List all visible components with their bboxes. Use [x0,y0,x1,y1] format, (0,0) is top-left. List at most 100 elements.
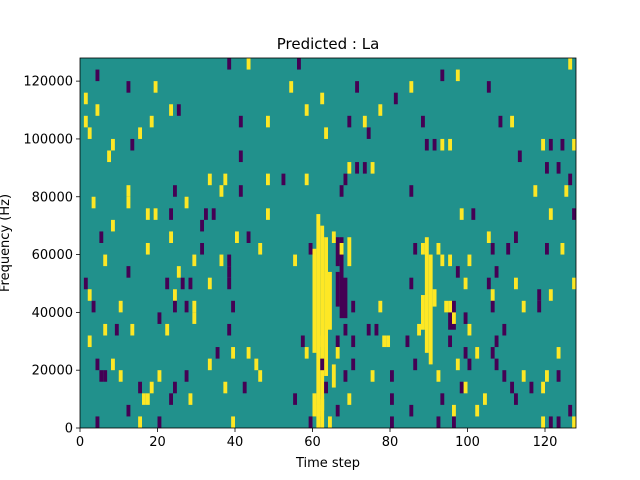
heatmap-cell [91,196,96,209]
heatmap-cell [424,138,429,151]
heatmap-cell [335,347,340,359]
heatmap-cell [130,323,135,336]
heatmap-cell [514,393,518,405]
heatmap-cell [219,185,224,197]
heatmap-cell [126,266,131,278]
heatmap-cell [184,300,189,313]
x-tick-label: 0 [76,435,84,450]
heatmap-cell [568,404,573,417]
heatmap-cell [475,404,480,417]
heatmap-cell [188,277,193,290]
heatmap-cell [366,127,371,139]
heatmap-cell [556,162,561,174]
heatmap-cell [130,138,135,151]
heatmap-cell [409,404,414,417]
heatmap-cell [355,81,360,93]
heatmap-cell [87,127,92,139]
heatmap-streak [335,237,340,267]
heatmap-cell [378,104,383,116]
x-tick-label: 60 [304,435,321,450]
heatmap-cell [568,173,573,186]
heatmap-cell [440,254,445,267]
heatmap-streak [335,271,340,307]
heatmap-cell [467,254,472,267]
heatmap-cell [517,150,522,163]
heatmap-cell [169,104,174,116]
heatmap-cell [227,266,232,278]
heatmap-cell [215,347,220,359]
heatmap-cell [448,335,453,348]
heatmap-cell [118,300,123,313]
heatmap-cell [200,219,205,232]
heatmap-cell [180,277,185,290]
heatmap-cell [374,323,379,336]
heatmap-cell [370,162,375,174]
heatmap-cell [293,393,298,405]
y-axis-label: Frequency (Hz) [0,194,13,292]
heatmap-cell [316,404,321,417]
heatmap-cell [95,416,100,428]
heatmap-cell [165,323,170,336]
heatmap-cell [95,69,100,82]
heatmap-cell [347,162,352,174]
heatmap-cell [293,254,298,267]
heatmap-cell [537,300,542,313]
heatmap-cell [529,381,534,394]
heatmap-streak [432,289,437,307]
heatmap-cell [246,58,251,70]
heatmap-cell [455,358,460,371]
heatmap-cell [231,347,236,359]
heatmap-cell [390,370,394,382]
heatmap-cell [320,358,325,371]
heatmap-streak [316,214,321,428]
heatmap-cell [83,92,88,105]
y-tick-label: 0 [65,422,73,437]
heatmap-cell [362,115,367,128]
heatmap-cell [393,92,398,105]
heatmap-streak [320,225,325,411]
heatmap-cell [142,393,146,405]
heatmap-cell [486,277,491,290]
heatmap-cell [556,347,561,359]
heatmap-cell [138,127,143,139]
heatmap-cell [409,185,414,197]
heatmap-cell [386,335,391,348]
heatmap-cell [173,185,177,197]
heatmap-cell [87,289,92,301]
heatmap-cell [231,300,236,313]
heatmap-cell [409,277,414,290]
heatmap-cell [207,277,212,290]
heatmap-cell [173,381,177,394]
heatmap-cell [490,300,495,313]
heatmap-cell [227,254,232,267]
heatmap-cell [452,416,456,428]
heatmap-cell [192,300,197,313]
heatmap-cell [490,289,495,301]
heatmap-cell [452,312,456,324]
heatmap-cell [111,358,115,371]
heatmap-cell [103,323,108,336]
heatmap-cell [560,243,565,255]
heatmap-streak [448,312,453,330]
heatmap-cell [548,289,553,301]
heatmap-cell [506,243,511,255]
heatmap-cell [331,231,336,243]
heatmap-streak [343,277,348,319]
heatmap-cell [572,416,577,428]
heatmap-cell [548,416,553,428]
heatmap-cell [107,150,112,163]
heatmap-cell [308,243,313,255]
heatmap-cell [192,254,197,267]
x-tick-label: 40 [227,435,244,450]
heatmap-cell [111,138,115,151]
heatmap-cell [463,347,468,359]
heatmap-cell [114,323,119,336]
heatmap-cell [548,138,553,151]
heatmap-cell [297,58,301,70]
heatmap-cell [455,266,460,278]
heatmap-cell [157,370,162,382]
heatmap-cell [204,208,208,220]
heatmap-cell [541,416,546,428]
heatmap-cell [126,196,131,209]
